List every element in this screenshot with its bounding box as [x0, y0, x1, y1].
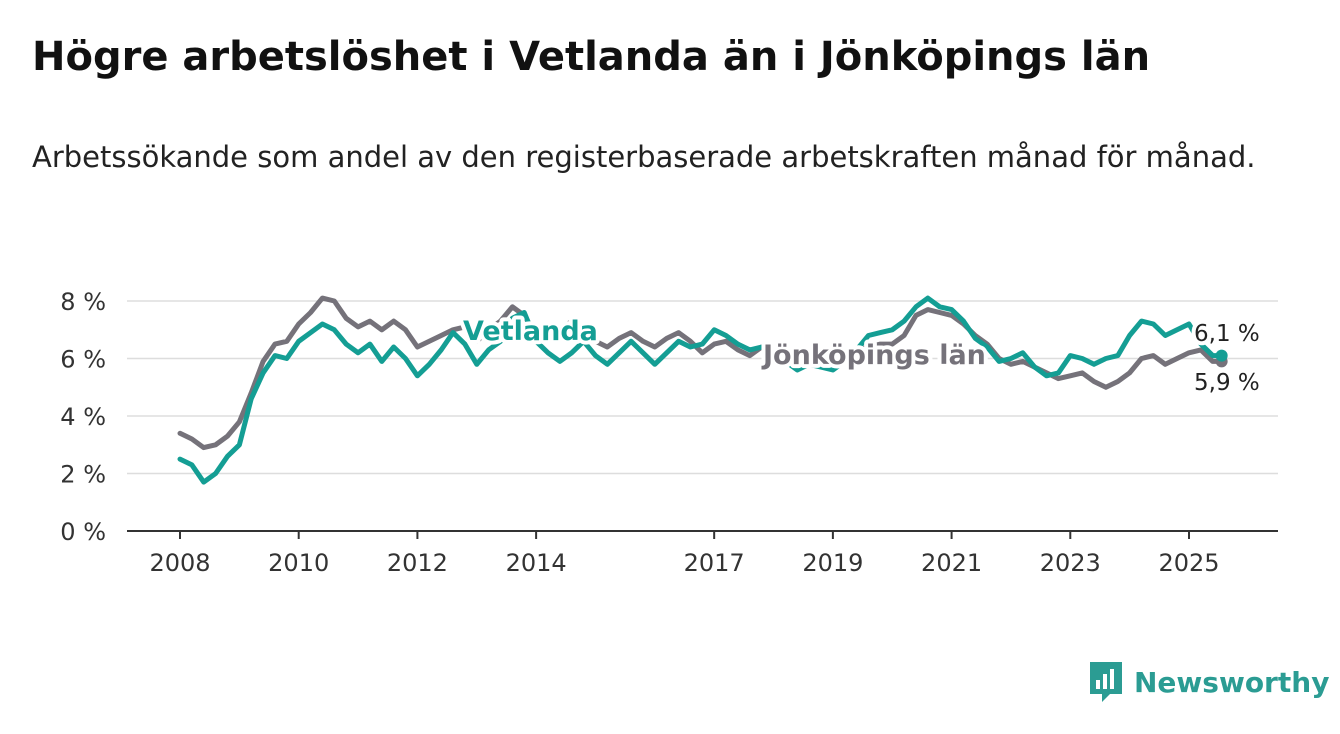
chart-subtitle: Arbetssökande som andel av den registerb… — [32, 140, 1256, 174]
line-chart: 0 % 2 % 4 % 6 % 8 % 2008 2010 2012 2014 2017 2019 2… — [60, 288, 1278, 577]
end-label-vetlanda: 6,1 % — [1194, 321, 1260, 347]
y-tick-label: 8 % — [60, 288, 106, 316]
logo-text: Newsworthy — [1134, 665, 1330, 699]
series-label-vetlanda: Vetlanda — [463, 316, 598, 347]
x-tick-label: 2012 — [387, 549, 448, 577]
x-tick-label: 2014 — [506, 549, 567, 577]
bar-chart-icon — [1090, 662, 1122, 702]
y-tick-label: 4 % — [60, 403, 106, 431]
x-tick-label: 2008 — [149, 549, 210, 577]
x-tick-label: 2019 — [802, 549, 863, 577]
end-label-jonkoping: 5,9 % — [1194, 370, 1260, 396]
y-tick-label: 6 % — [60, 346, 106, 374]
series-label-jonkoping: Jönköpings län — [761, 340, 986, 371]
x-tick-label: 2023 — [1040, 549, 1101, 577]
y-tick-label: 2 % — [60, 461, 106, 489]
series-line-vetlanda — [177, 295, 1225, 485]
x-tick-label: 2010 — [268, 549, 329, 577]
end-point-vetlanda — [1215, 349, 1228, 362]
y-tick-label: 0 % — [60, 518, 106, 546]
x-tick-label: 2017 — [684, 549, 745, 577]
series-line-jonkoping — [177, 295, 1225, 451]
newsworthy-logo: Newsworthy — [1088, 660, 1329, 704]
chart-title: Högre arbetslöshet i Vetlanda än i Jönkö… — [32, 34, 1151, 80]
x-tick-label: 2021 — [921, 549, 982, 577]
x-tick-label: 2025 — [1158, 549, 1219, 577]
